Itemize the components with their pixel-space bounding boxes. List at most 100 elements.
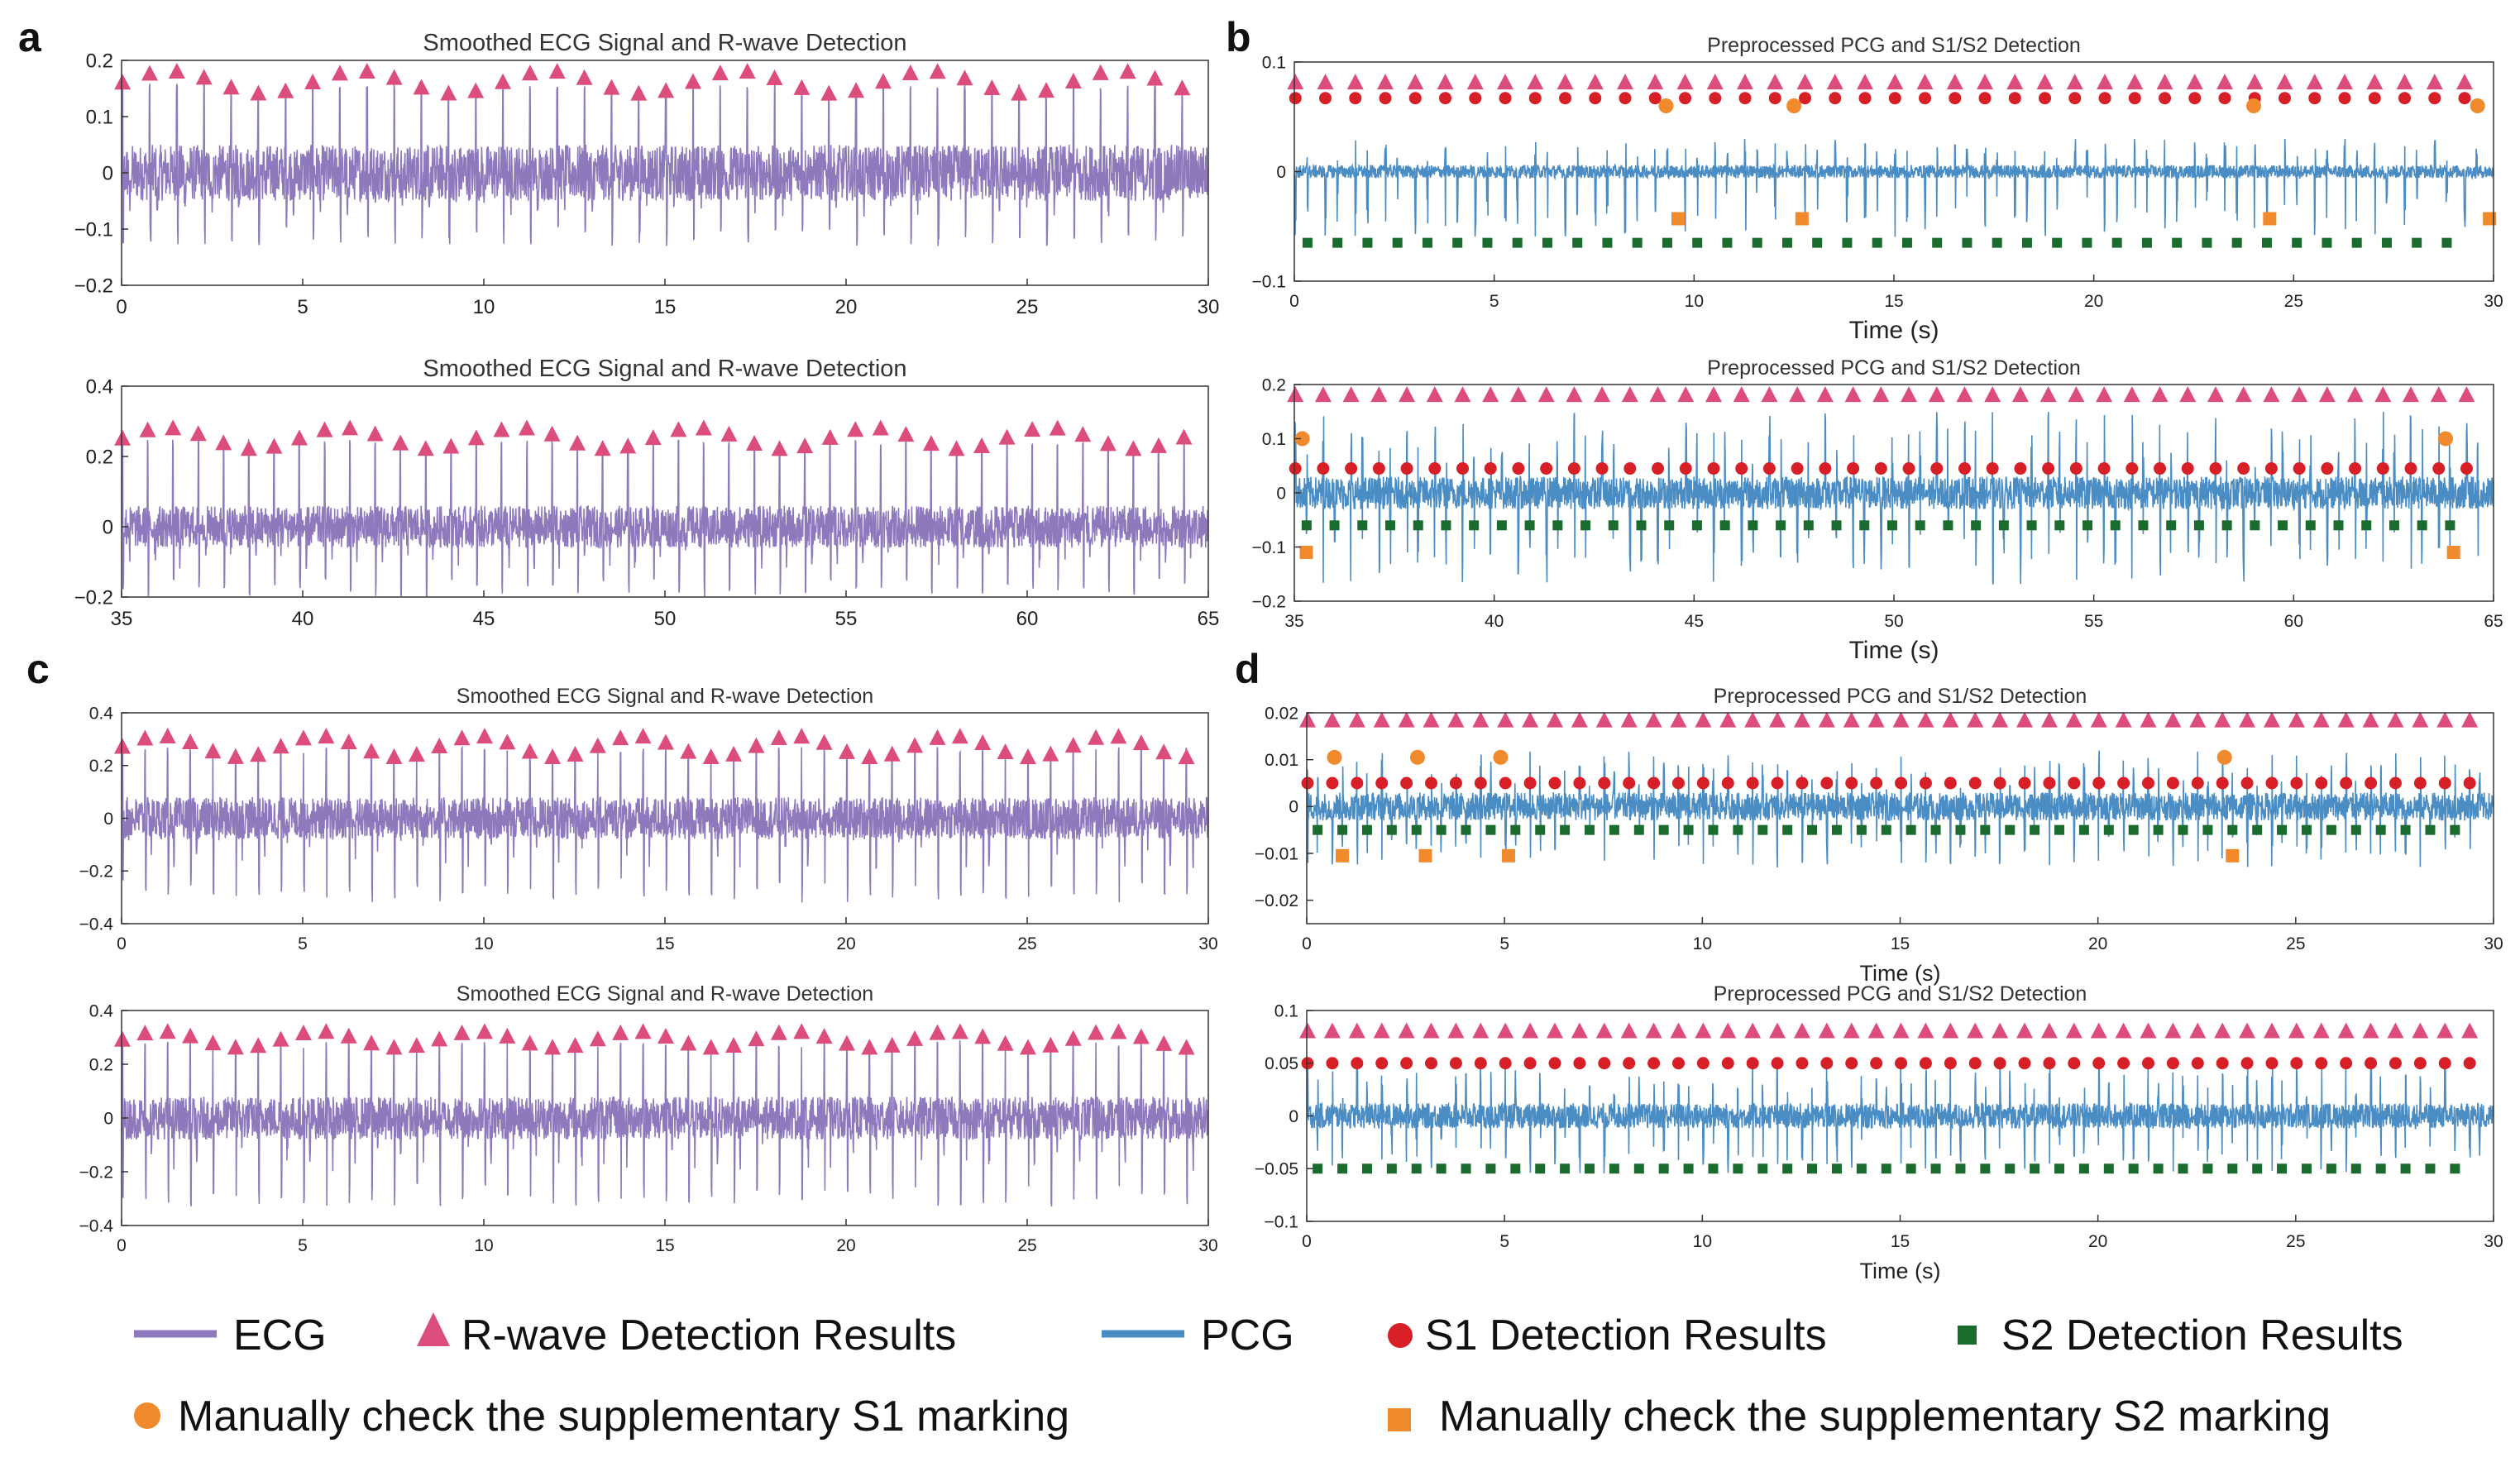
s1-marker [1709, 92, 1722, 105]
r-wave-marker [771, 440, 788, 456]
s1-marker [1400, 776, 1413, 790]
s1-marker [1919, 92, 1932, 105]
s2-marker [2441, 237, 2452, 248]
s2-marker [1901, 237, 1912, 248]
s2-marker [2305, 520, 2316, 531]
s1-marker [2340, 1057, 2353, 1070]
r-wave-marker [1042, 745, 1059, 762]
s1-marker [2042, 462, 2055, 475]
r-wave-marker [215, 434, 232, 451]
panel-letter-a: a [18, 14, 42, 60]
s2-marker [1930, 824, 1941, 835]
s2-marker [1469, 520, 1480, 531]
r-wave-marker [1178, 1039, 1195, 1055]
y-tick-label: −0.2 [79, 1163, 113, 1182]
r-wave-marker [1155, 743, 1173, 760]
s1-marker [2290, 1057, 2303, 1070]
s2-marker [1782, 824, 1793, 835]
s1-marker [1771, 1057, 1784, 1070]
r-wave-marker [2387, 1022, 2404, 1039]
r-wave-marker [1677, 386, 1695, 403]
r-wave-marker [1872, 386, 1890, 403]
s2-marker [2278, 520, 2288, 531]
r-wave-marker [2115, 711, 2132, 728]
s2-marker [1856, 1163, 1867, 1174]
s2-marker [1906, 824, 1916, 835]
r-wave-marker [1024, 421, 1041, 437]
s1-marker [1820, 1057, 1834, 1070]
x-tick-label: 15 [1884, 292, 1903, 311]
r-wave-marker [2214, 711, 2231, 728]
s2-marker [1313, 824, 1323, 835]
s2-marker [1943, 520, 1953, 531]
r-wave-marker [2288, 711, 2305, 728]
y-tick-label: 0 [103, 1109, 113, 1128]
s1-marker [1400, 462, 1413, 475]
r-wave-marker [2263, 1022, 2280, 1039]
s1-marker [1919, 776, 1932, 790]
r-wave-marker [342, 419, 359, 436]
r-wave-marker [453, 1024, 471, 1040]
r-wave-marker [2065, 1022, 2082, 1039]
r-wave-marker [1454, 386, 1471, 403]
r-wave-marker [1299, 1022, 1317, 1039]
r-wave-marker [227, 1039, 244, 1055]
s2-marker [1664, 520, 1675, 531]
legend-r-wave-marker [417, 1312, 450, 1346]
x-axis-label: Time (s) [1860, 961, 1941, 986]
x-tick-label: 55 [835, 608, 858, 630]
r-wave-marker [1645, 711, 1662, 728]
s1-marker [1949, 92, 1962, 105]
s2-marker [1361, 1163, 1372, 1174]
s2-marker [1998, 520, 2009, 531]
r-wave-marker [2164, 1022, 2182, 1039]
y-tick-label: 0 [1276, 484, 1286, 503]
r-wave-marker [431, 738, 448, 754]
s2-marker [1881, 1163, 1891, 1174]
s1-marker [1738, 92, 1752, 105]
r-wave-marker [1497, 74, 1514, 90]
r-wave-marker [997, 743, 1014, 760]
r-wave-marker [250, 1037, 267, 1054]
r-wave-marker [1346, 74, 1364, 90]
r-wave-marker [2156, 74, 2173, 90]
s1-marker [2338, 92, 2351, 105]
r-wave-marker [318, 1023, 335, 1039]
s1-marker [1372, 462, 1385, 475]
s2-marker [2326, 824, 2336, 835]
r-wave-marker [136, 1025, 154, 1041]
r-wave-marker [2312, 711, 2330, 728]
s2-marker [1708, 1163, 1719, 1174]
r-wave-marker [467, 82, 485, 98]
r-wave-marker [1992, 1022, 2009, 1039]
r-wave-marker [820, 84, 838, 101]
x-tick-label: 25 [2286, 934, 2305, 953]
r-wave-marker [136, 729, 154, 746]
r-wave-marker [467, 429, 485, 446]
s2-marker [2005, 824, 2016, 835]
r-wave-marker [711, 64, 729, 81]
r-wave-marker [521, 1034, 538, 1051]
s2-marker [1302, 237, 1313, 248]
x-tick-label: 20 [835, 296, 858, 318]
r-wave-marker [766, 69, 783, 86]
manual-s2-marker [1336, 848, 1350, 862]
s1-markers [1301, 1057, 2476, 1070]
s2-marker [2111, 237, 2122, 248]
s1-marker [2092, 1057, 2106, 1070]
x-tick-label: 5 [298, 1236, 308, 1255]
r-wave-marker [2011, 386, 2029, 403]
x-tick-label: 5 [1499, 934, 1509, 953]
s1-marker [2043, 1057, 2056, 1070]
r-wave-marker [2126, 74, 2144, 90]
r-wave-markers [114, 62, 1191, 101]
x-tick-label: 50 [654, 608, 677, 630]
y-tick-label: 0.2 [86, 50, 113, 72]
s2-marker [2026, 520, 2037, 531]
r-wave-marker [861, 748, 878, 765]
r-wave-marker [657, 733, 674, 750]
s2-marker [1510, 1163, 1521, 1174]
y-tick-label: −0.1 [1252, 272, 1286, 291]
s2-marker [1542, 237, 1552, 248]
s2-marker [1608, 520, 1619, 531]
